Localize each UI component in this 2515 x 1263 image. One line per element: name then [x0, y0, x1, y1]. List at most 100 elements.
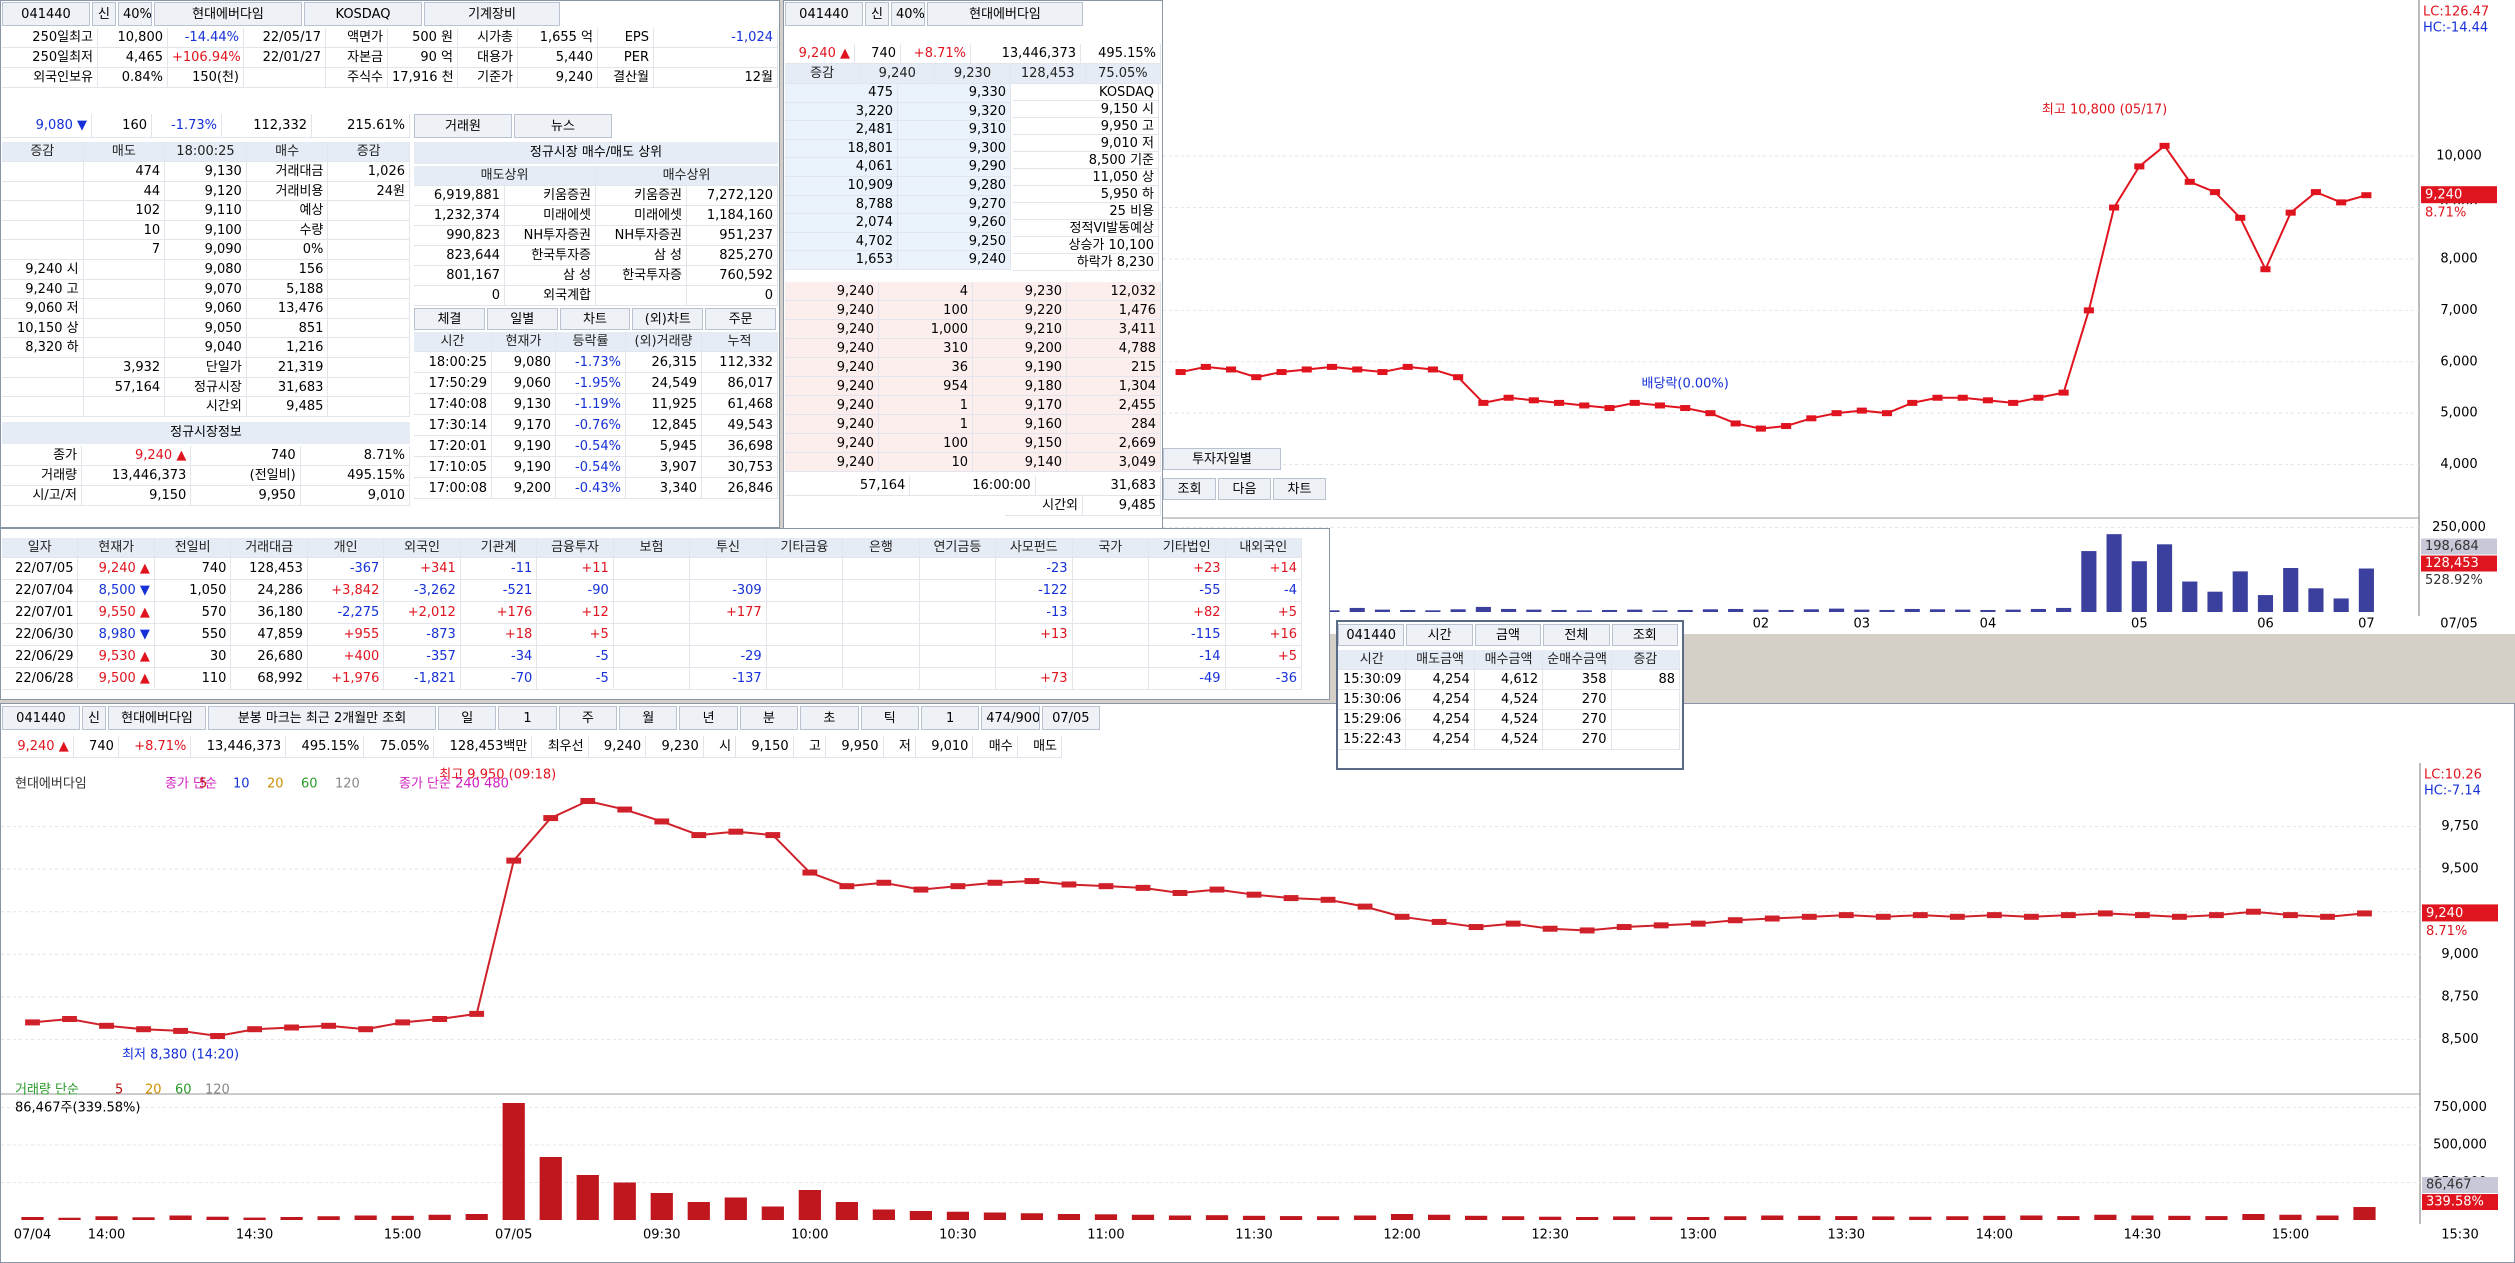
cell[interactable]: 40%	[118, 2, 152, 26]
candle	[136, 1026, 151, 1033]
candle	[2320, 913, 2335, 920]
cell: 하락가 8,230	[1013, 254, 1159, 271]
cell[interactable]: 일별	[486, 308, 558, 330]
cell: 823,644	[414, 246, 505, 266]
cell[interactable]: 조회	[1163, 478, 1216, 500]
cell[interactable]: 신	[82, 706, 106, 730]
cell: 215.61%	[312, 114, 410, 138]
cell[interactable]: 주	[558, 706, 618, 730]
candle	[1875, 913, 1891, 920]
cell: 128,453	[231, 558, 308, 580]
cell[interactable]: 현대에버다임	[108, 706, 206, 730]
candle	[2246, 908, 2261, 915]
cell: -309	[690, 580, 767, 602]
cell: 954	[879, 377, 973, 396]
cell[interactable]: 신	[865, 2, 889, 26]
cell: -1.73%	[152, 114, 222, 138]
cell[interactable]: 현대에버다임	[154, 2, 302, 26]
cell: 고	[793, 736, 826, 758]
cell: 9,290	[898, 158, 1011, 177]
cell[interactable]: 분	[739, 706, 799, 730]
volume-bar	[1872, 1216, 1895, 1220]
candle	[1503, 394, 1514, 401]
cell: 현재가	[78, 538, 155, 558]
cell: 매수상위	[596, 166, 778, 186]
cell[interactable]: 월	[619, 706, 678, 730]
cell[interactable]: 신	[92, 2, 116, 26]
cell	[328, 259, 410, 280]
cell	[613, 580, 691, 602]
cell[interactable]: KOSDAQ	[304, 2, 422, 26]
cell[interactable]: 틱	[860, 706, 919, 730]
cell: 거래대금	[231, 538, 308, 558]
cell[interactable]: 시간	[1406, 624, 1473, 646]
cell: +16	[1225, 624, 1302, 646]
cell[interactable]: 40%	[891, 2, 925, 26]
cell: 9,270	[898, 195, 1011, 215]
legend-item: 종가 단순	[165, 777, 217, 792]
cell	[843, 580, 920, 602]
y-tick-label: 9,000	[2441, 947, 2478, 962]
cell[interactable]: 주문	[705, 308, 776, 330]
cell[interactable]: (외)차트	[632, 308, 704, 330]
cell[interactable]: 초	[800, 706, 859, 730]
volume-bar	[1980, 609, 1996, 612]
y-tick-label: 7,000	[2440, 303, 2477, 318]
cell[interactable]: 뉴스	[514, 114, 612, 138]
cell: 9,150	[82, 486, 192, 506]
cell[interactable]: 041440	[1338, 624, 1405, 646]
volume-last-label: 198,684	[2425, 539, 2479, 554]
volume-bar	[1854, 609, 1870, 612]
cell	[2, 162, 84, 182]
candle	[210, 1033, 225, 1040]
cell[interactable]: 차트	[1273, 478, 1326, 500]
cell[interactable]: 거래원	[414, 114, 512, 138]
cell[interactable]: 조회	[1611, 624, 1678, 646]
cell	[83, 259, 166, 280]
cell[interactable]: 전체	[1543, 624, 1610, 646]
cell[interactable]: 041440	[785, 2, 863, 26]
legend-item: 10	[233, 777, 250, 792]
x-tick-label: 04	[1980, 617, 1997, 632]
cell[interactable]: 07/05	[1041, 706, 1100, 730]
volume-bar	[613, 1182, 636, 1220]
cell: 26,846	[702, 478, 778, 499]
cell: 최우선	[532, 736, 589, 758]
candle	[2033, 394, 2044, 401]
table: 6,919,881 키움증권 키움증권 7,272,120 1,232,374 미래에셋 미…	[414, 186, 778, 306]
volume-bar	[317, 1216, 340, 1220]
cell: 270	[1543, 730, 1612, 750]
candle	[1468, 924, 1484, 931]
label: 정규시장정보	[2, 422, 410, 444]
volume-bar	[1835, 1216, 1858, 1220]
cell: 22/07/05	[2, 558, 79, 580]
cell[interactable]: 1	[920, 706, 980, 730]
cell: 6,919,881	[414, 186, 505, 206]
candle	[1246, 891, 1262, 898]
volume-bar	[1242, 1215, 1266, 1220]
cell: -90	[537, 580, 614, 602]
cell[interactable]: 차트	[559, 308, 631, 330]
cell[interactable]: 041440	[2, 2, 90, 26]
cell[interactable]: 분봉 마크는 최근 2개월만 조회	[208, 706, 436, 730]
x-tick-label: 13:00	[1679, 1228, 1716, 1243]
cell[interactable]: 041440	[2, 706, 80, 730]
cell[interactable]: 1	[498, 706, 557, 730]
cell[interactable]: 474/900	[981, 706, 1040, 730]
candle	[1755, 425, 1766, 432]
cell[interactable]: 기계장비	[424, 2, 560, 26]
cell: 22/01/27	[244, 48, 326, 68]
cell[interactable]: 투자자일별	[1163, 448, 1281, 470]
cell[interactable]: 금액	[1474, 624, 1542, 646]
cell[interactable]: 체결	[414, 308, 485, 330]
candle	[1705, 410, 1716, 417]
volume-bar	[2205, 1216, 2228, 1220]
cell: 주식수	[326, 68, 388, 88]
cell[interactable]: 다음	[1218, 478, 1271, 500]
cell[interactable]: 일	[438, 706, 497, 730]
cell: NH투자증권	[505, 226, 596, 246]
cell[interactable]: 현대에버다임	[927, 2, 1083, 26]
cell: 2,074	[785, 214, 898, 233]
cell[interactable]: 년	[679, 706, 738, 730]
cell: 3,932	[83, 357, 166, 378]
